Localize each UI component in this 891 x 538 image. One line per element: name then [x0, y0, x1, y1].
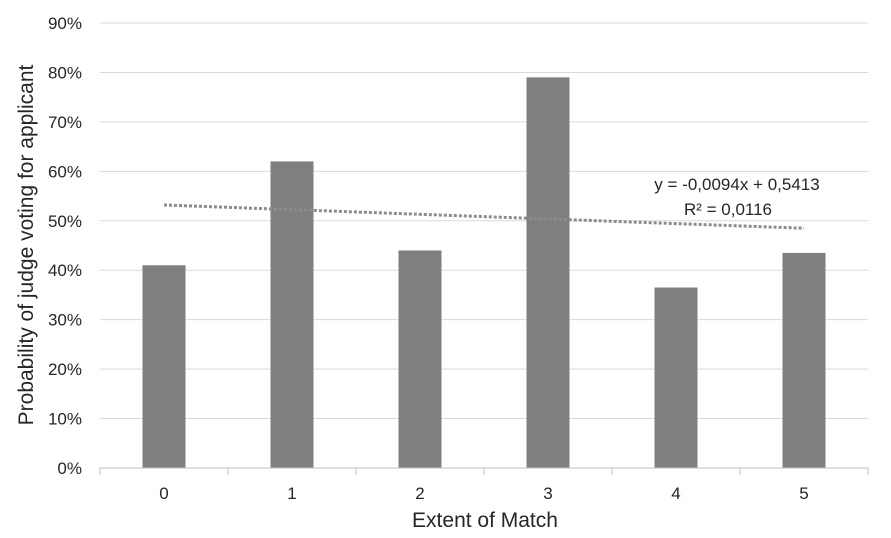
trendline-r2: R² = 0,0116 — [684, 200, 772, 219]
bar — [142, 265, 186, 468]
x-axis-ticks: 0 1 2 3 4 5 — [159, 484, 808, 503]
x-tick-label: 0 — [159, 484, 168, 503]
y-axis-ticks: 0% 10% 20% 30% 40% 50% 60% 70% 80% 90% — [48, 14, 82, 478]
y-tick-label: 30% — [48, 311, 82, 330]
y-tick-label: 0% — [57, 459, 82, 478]
bar — [526, 77, 570, 468]
bar — [270, 161, 314, 468]
gridlines — [100, 22, 868, 420]
x-tick-label: 5 — [799, 484, 808, 503]
y-tick-label: 10% — [48, 410, 82, 429]
bar — [782, 252, 826, 468]
x-axis — [99, 467, 869, 475]
trendline-equation: y = -0,0094x + 0,5413 — [654, 175, 819, 194]
bar — [398, 250, 442, 468]
y-tick-label: 40% — [48, 261, 82, 280]
y-tick-label: 20% — [48, 360, 82, 379]
y-tick-label: 90% — [48, 14, 82, 33]
x-tick-label: 3 — [543, 484, 552, 503]
trendline-group — [163, 203, 805, 230]
y-tick-label: 50% — [48, 212, 82, 231]
y-tick-label: 70% — [48, 113, 82, 132]
bar — [654, 287, 698, 468]
bars — [142, 77, 826, 468]
y-axis-title: Probability of judge voting for applican… — [15, 64, 38, 425]
x-tick-label: 2 — [415, 484, 424, 503]
trendline — [163, 203, 805, 230]
y-tick-label: 80% — [48, 63, 82, 82]
x-axis-title: Extent of Match — [412, 509, 558, 532]
x-tick-label: 1 — [287, 484, 296, 503]
x-tick-label: 4 — [671, 484, 680, 503]
y-tick-label: 60% — [48, 162, 82, 181]
